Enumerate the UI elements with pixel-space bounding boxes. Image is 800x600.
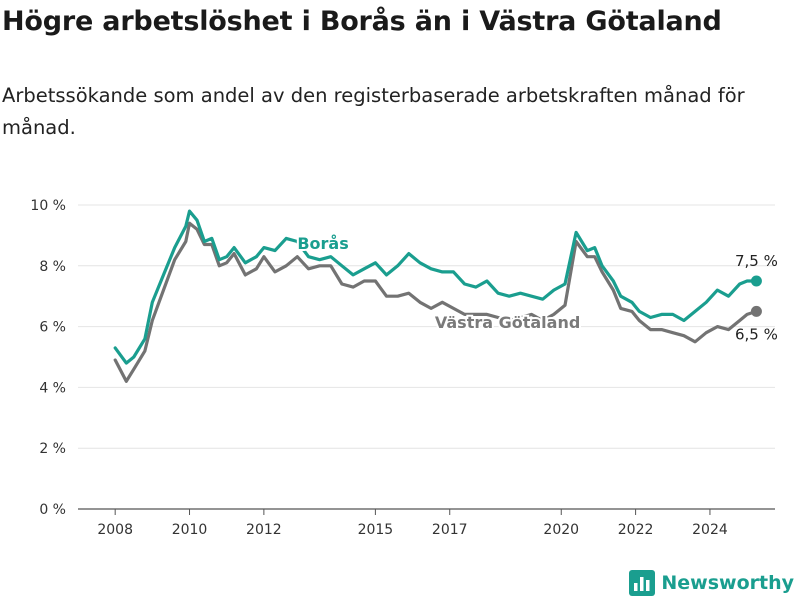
x-tick-label: 2017 — [432, 522, 468, 538]
series-label-boras: Borås — [297, 234, 348, 253]
x-tick-label: 2020 — [543, 522, 579, 538]
x-tick-label: 2008 — [97, 522, 133, 538]
x-tick-label: 2022 — [618, 522, 654, 538]
end-value-label-boras: 7,5 % — [735, 252, 778, 270]
y-tick-label: 8 % — [39, 259, 66, 275]
y-tick-label: 6 % — [39, 320, 66, 336]
chart-title: Högre arbetslöshet i Borås än i Västra G… — [2, 6, 722, 37]
brand-logo[interactable]: Newsworthy — [629, 570, 794, 596]
y-tick-label: 4 % — [39, 380, 66, 396]
x-tick-label: 2012 — [246, 522, 282, 538]
series-end-point-vastra-gotaland — [750, 305, 762, 317]
end-value-label-vastra-gotaland: 6,5 % — [735, 325, 778, 343]
brand-name: Newsworthy — [661, 572, 794, 594]
x-tick-label: 2015 — [358, 522, 394, 538]
y-tick-label: 2 % — [39, 441, 66, 457]
x-tick-label: 2024 — [692, 522, 728, 538]
y-tick-label: 10 % — [30, 198, 66, 214]
bar-chart-logo-icon — [629, 570, 656, 596]
series-line-vastra-gotaland — [113, 221, 758, 383]
y-tick-label: 0 % — [39, 502, 66, 518]
series-line-boras — [113, 209, 758, 365]
series-label-vastra-gotaland: Västra Götaland — [435, 313, 580, 332]
x-tick-label: 2010 — [172, 522, 208, 538]
chart-subtitle: Arbetssökande som andel av den registerb… — [2, 84, 745, 139]
series-end-point-boras — [750, 275, 762, 287]
